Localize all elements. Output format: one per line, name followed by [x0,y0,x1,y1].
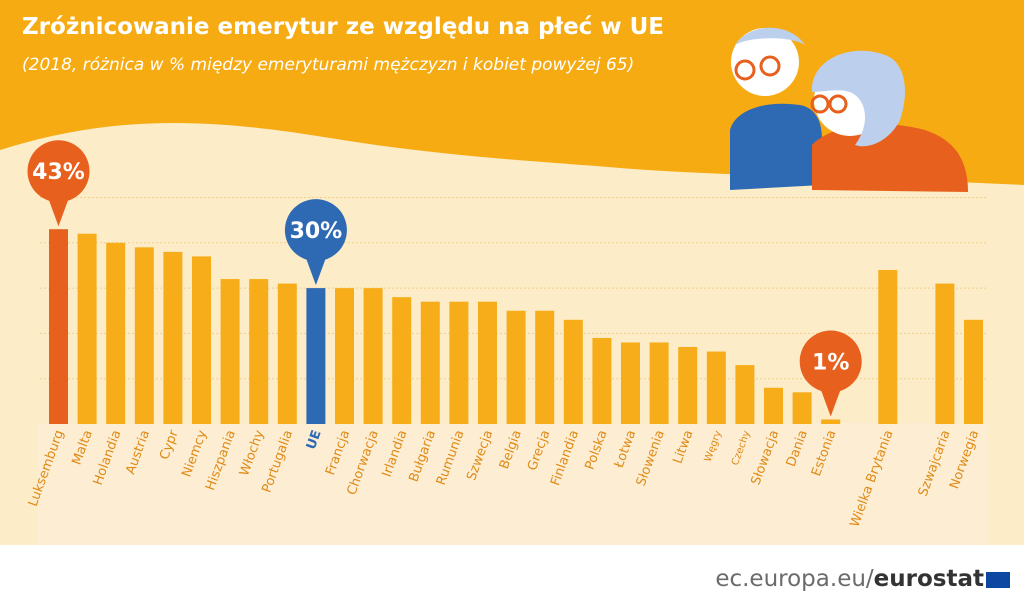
bar-ue [306,288,326,424]
bar-portugalia [277,283,297,424]
label-band [38,423,988,545]
source-brand: eurostat [873,566,984,592]
bar-malta [77,233,97,424]
bar-litwa [678,346,698,424]
data-label-ue: 30% [290,219,343,244]
elderly-couple-illustration [730,27,968,192]
bar-wegry [706,351,726,424]
callout-estonia: 1% [799,330,862,417]
callout-pointer [47,196,70,227]
bar-szwajcaria [935,283,955,424]
bar-belgia [506,310,526,424]
bar-slowenia [649,342,669,424]
source-link[interactable]: ec.europa.eu/eurostat [715,566,984,592]
bar-finlandia [563,319,583,424]
bar-grecja [535,310,555,424]
callout-circle [27,140,90,203]
bar-czechy [735,365,755,424]
data-label-luksemburg: 43% [32,160,85,185]
callout-pointer [819,386,842,417]
callouts: 43% 30% 1% [27,140,862,417]
bar-francja [335,288,354,424]
page-title: Zróżnicowanie emerytur ze względu na płe… [22,14,664,40]
bar-slowacja [764,387,783,424]
bar-lotwa [621,342,640,424]
bars [49,229,983,424]
callout-pointer [304,255,327,286]
callout-circle [799,330,862,393]
bar-chorwacja [363,288,383,424]
bar-cypr [163,251,183,424]
bar-luksemburg [49,229,68,424]
bar-irlandia [392,297,412,424]
bar-wielka-brytania [878,269,898,424]
callout-circle [284,199,347,262]
bar-rumunia [449,301,469,424]
eu-flag-icon [986,572,1010,588]
page-subtitle: (2018, różnica w % między emeryturami mę… [22,55,635,75]
tick-label-ue: UE [304,428,325,451]
bar-niemcy [192,256,211,424]
bar-estonia [821,419,841,424]
bar-hiszpania [220,279,240,424]
callout-luksemburg: 43% [27,140,90,227]
data-label-estonia: 1% [812,350,849,375]
bar-norwegia [964,319,983,424]
callout-ue: 30% [284,199,347,286]
bar-holandia [106,242,126,424]
source-url: ec.europa.eu/ [715,566,874,592]
bar-szwecja [478,301,497,424]
bar-dania [792,392,812,424]
bar-wlochy [249,279,269,424]
bar-polska [592,337,612,424]
bar-austria [134,247,154,424]
bar-bulgaria [420,301,440,424]
